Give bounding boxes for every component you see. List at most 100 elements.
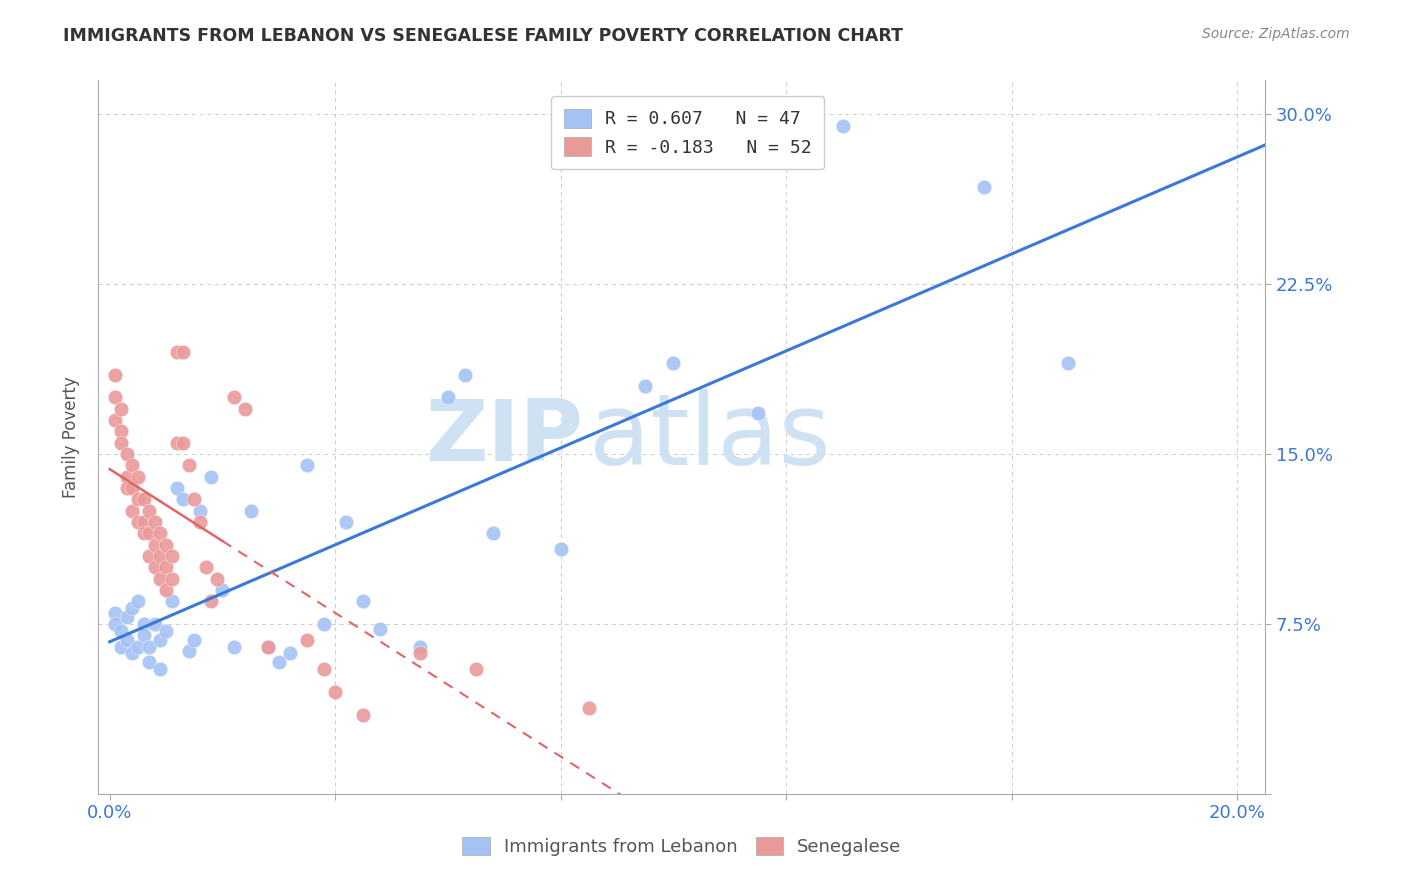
Point — [1057, 356, 1080, 370]
Point — [662, 356, 685, 370]
Point — [172, 345, 194, 359]
Point — [115, 632, 138, 647]
Point — [160, 549, 183, 563]
Text: Source: ZipAtlas.com: Source: ZipAtlas.com — [1202, 27, 1350, 41]
Text: atlas: atlas — [589, 389, 830, 485]
Point — [482, 526, 505, 541]
Point — [205, 572, 228, 586]
Point — [121, 601, 143, 615]
Point — [143, 617, 166, 632]
Point — [104, 391, 127, 405]
Point — [166, 481, 188, 495]
Point — [634, 379, 657, 393]
Point — [747, 406, 769, 420]
Point — [177, 458, 200, 473]
Point — [121, 481, 143, 495]
Legend: Immigrants from Lebanon, Senegalese: Immigrants from Lebanon, Senegalese — [456, 830, 908, 863]
Y-axis label: Family Poverty: Family Poverty — [62, 376, 80, 498]
Point — [110, 435, 132, 450]
Point — [155, 538, 177, 552]
Point — [132, 515, 155, 529]
Point — [222, 391, 245, 405]
Point — [335, 515, 357, 529]
Point — [115, 447, 138, 461]
Point — [138, 656, 160, 670]
Point — [110, 425, 132, 439]
Point — [115, 610, 138, 624]
Point — [104, 617, 127, 632]
Point — [127, 515, 149, 529]
Point — [149, 632, 172, 647]
Point — [312, 617, 335, 632]
Point — [172, 492, 194, 507]
Point — [295, 632, 318, 647]
Point — [437, 391, 460, 405]
Point — [149, 662, 172, 676]
Point — [183, 492, 205, 507]
Point — [172, 435, 194, 450]
Point — [188, 515, 211, 529]
Point — [160, 572, 183, 586]
Point — [454, 368, 477, 382]
Point — [149, 526, 172, 541]
Text: ZIP: ZIP — [425, 395, 582, 479]
Point — [222, 640, 245, 654]
Point — [132, 492, 155, 507]
Point — [127, 594, 149, 608]
Text: IMMIGRANTS FROM LEBANON VS SENEGALESE FAMILY POVERTY CORRELATION CHART: IMMIGRANTS FROM LEBANON VS SENEGALESE FA… — [63, 27, 903, 45]
Point — [352, 594, 374, 608]
Point — [323, 685, 346, 699]
Point — [127, 640, 149, 654]
Point — [409, 647, 432, 661]
Point — [183, 632, 205, 647]
Point — [110, 640, 132, 654]
Point — [550, 542, 572, 557]
Point — [166, 345, 188, 359]
Point — [155, 624, 177, 638]
Point — [155, 582, 177, 597]
Point — [200, 469, 222, 483]
Point — [831, 119, 853, 133]
Point — [368, 622, 391, 636]
Point — [138, 549, 160, 563]
Point — [132, 526, 155, 541]
Point — [115, 481, 138, 495]
Point — [143, 560, 166, 574]
Point — [211, 582, 233, 597]
Point — [278, 647, 301, 661]
Point — [295, 458, 318, 473]
Point — [160, 594, 183, 608]
Point — [110, 624, 132, 638]
Point — [143, 538, 166, 552]
Point — [149, 572, 172, 586]
Point — [312, 662, 335, 676]
Point — [104, 368, 127, 382]
Point — [239, 504, 262, 518]
Point — [177, 644, 200, 658]
Point — [132, 617, 155, 632]
Point — [409, 640, 432, 654]
Point — [267, 656, 290, 670]
Point — [132, 628, 155, 642]
Point — [104, 413, 127, 427]
Point — [104, 606, 127, 620]
Point — [155, 560, 177, 574]
Point — [188, 504, 211, 518]
Point — [194, 560, 217, 574]
Point — [256, 640, 278, 654]
Point — [149, 549, 172, 563]
Point — [166, 435, 188, 450]
Point — [138, 504, 160, 518]
Point — [127, 492, 149, 507]
Point — [465, 662, 488, 676]
Point — [115, 469, 138, 483]
Point — [127, 469, 149, 483]
Point — [200, 594, 222, 608]
Point — [138, 640, 160, 654]
Point — [121, 458, 143, 473]
Point — [138, 526, 160, 541]
Point — [233, 401, 256, 416]
Point — [578, 700, 600, 714]
Point — [256, 640, 278, 654]
Point — [121, 504, 143, 518]
